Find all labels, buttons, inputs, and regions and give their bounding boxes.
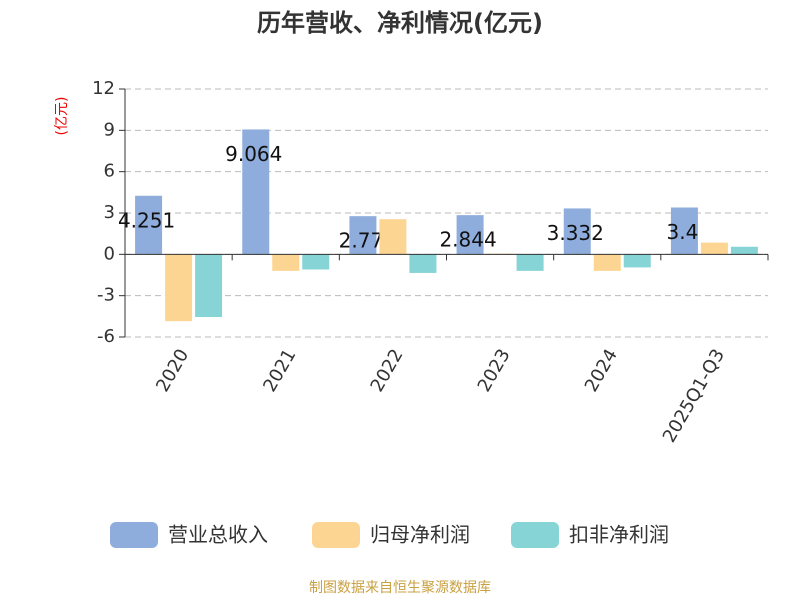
source-note: 制图数据来自恒生聚源数据库 xyxy=(309,580,491,596)
legend-swatch xyxy=(110,522,158,548)
value-label: 3.332 xyxy=(547,221,604,245)
value-label: 2.77 xyxy=(339,229,384,253)
y-tick-label: -3 xyxy=(97,285,115,306)
bar xyxy=(516,254,544,271)
legend-swatch xyxy=(511,522,559,548)
y-axis-label: (亿元) xyxy=(54,97,70,136)
x-tick-label: 2025Q1-Q3 xyxy=(659,346,729,447)
value-label: 2.844 xyxy=(439,228,496,252)
bar xyxy=(456,215,484,255)
bar xyxy=(135,195,163,255)
x-tick-label: 2020 xyxy=(152,346,193,396)
legend-swatch xyxy=(312,522,360,548)
x-tick-label: 2023 xyxy=(474,346,515,396)
x-tick-label: 2022 xyxy=(366,346,407,396)
value-label: 3.4 xyxy=(667,220,699,244)
legend-label: 扣非净利润 xyxy=(569,523,669,547)
bar xyxy=(302,254,330,270)
x-tick-label: 2024 xyxy=(581,346,622,396)
bar xyxy=(670,207,698,255)
bar xyxy=(349,216,377,255)
y-tick-label: 9 xyxy=(104,119,115,140)
legend-label: 归母净利润 xyxy=(370,523,470,547)
bar xyxy=(623,254,651,268)
legend-label: 营业总收入 xyxy=(168,523,268,547)
bar xyxy=(242,129,270,255)
y-tick-label: 6 xyxy=(104,161,115,182)
value-label: 4.251 xyxy=(118,208,175,232)
y-tick-label: -6 xyxy=(97,326,115,347)
bar xyxy=(730,246,758,255)
bar xyxy=(165,254,193,322)
value-label: 9.064 xyxy=(225,142,282,166)
x-tick-label: 2021 xyxy=(259,346,300,396)
bar xyxy=(379,219,407,255)
bar xyxy=(272,254,300,271)
y-tick-label: 12 xyxy=(92,78,115,99)
bar xyxy=(593,254,621,271)
bar xyxy=(700,242,728,255)
y-tick-label: 3 xyxy=(104,202,115,223)
y-tick-label: 0 xyxy=(104,243,115,264)
bar xyxy=(563,208,591,255)
bar xyxy=(195,254,223,318)
chart-title: 历年营收、净利情况(亿元) xyxy=(257,9,543,37)
bar xyxy=(409,254,437,273)
